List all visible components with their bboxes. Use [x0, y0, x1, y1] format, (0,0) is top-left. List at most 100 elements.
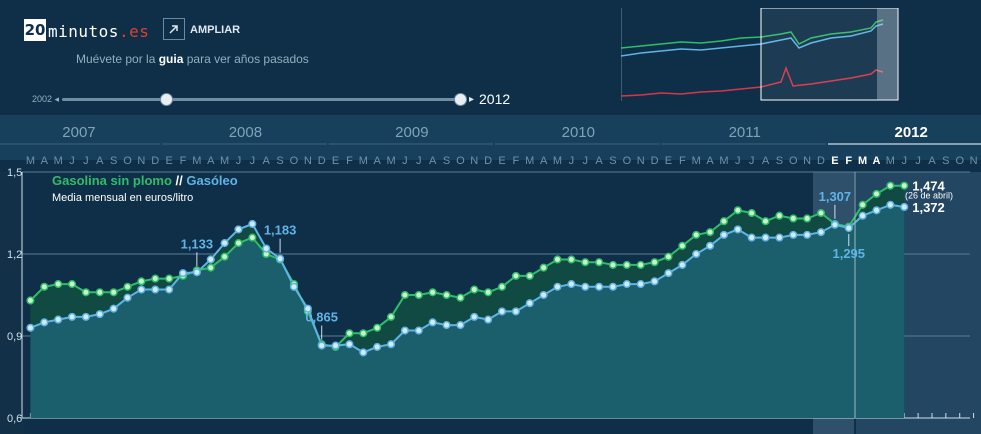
gasoleo-point [733, 225, 742, 234]
gasolina-point [650, 258, 659, 267]
month-label: O [290, 155, 299, 167]
month-label: J [915, 155, 921, 167]
year-slider-track[interactable] [62, 98, 466, 101]
year-label-2010[interactable]: 2010 [562, 124, 595, 141]
month-label: F [845, 155, 852, 167]
month-label: D [651, 155, 659, 167]
gasoleo-point [844, 223, 853, 233]
gasoleo-point [151, 285, 160, 294]
gap-area [30, 185, 905, 353]
month-label: J [69, 155, 75, 167]
gasolina-point [803, 214, 812, 223]
month-label: D [817, 155, 825, 167]
chart-title: Gasolina sin plomo // Gasóleo [52, 173, 238, 188]
month-label: M [359, 155, 368, 167]
month-label: A [762, 155, 770, 167]
callout-value: 0,865 [305, 310, 338, 325]
gasoleo-point [359, 348, 368, 357]
gasolina-point [345, 329, 354, 338]
gasoleo-point [26, 323, 35, 332]
expand-label[interactable]: AMPLIAR [190, 24, 241, 36]
gasoleo-point [719, 230, 728, 239]
month-label: N [137, 155, 145, 167]
gasoleo-point [900, 202, 909, 212]
logo-suffix: .es [118, 22, 150, 41]
year-label-2009[interactable]: 2009 [395, 124, 428, 141]
mini-line-reference [621, 65, 884, 97]
gasoleo-point [317, 341, 326, 350]
month-label: O [789, 155, 798, 167]
callout-value: 1,295 [832, 246, 865, 261]
slider-right-handle[interactable] [454, 93, 467, 106]
gasoleo-point [636, 280, 645, 289]
gasolina-point [26, 296, 35, 305]
mini-viewport-window[interactable] [760, 8, 899, 101]
left-fade [0, 172, 24, 434]
gasoleo-point [262, 244, 271, 253]
month-label: E [665, 155, 672, 167]
gasolina-point [900, 181, 909, 190]
gasoleo-point [456, 321, 465, 330]
gasoleo-point [678, 260, 687, 269]
mini-line-gasolina [621, 19, 884, 49]
year-label-2012[interactable]: 2012 [894, 124, 927, 141]
gasolina-point [664, 252, 673, 261]
gasolina-point [137, 277, 146, 286]
timeline-band [0, 115, 981, 160]
gasolina-point [95, 288, 104, 297]
slider-arrow-right-icon: ▸ [469, 94, 475, 105]
legend-part: Gasolina sin plomo [52, 173, 172, 188]
expand-button[interactable] [163, 18, 185, 40]
gasoleo-point [789, 230, 798, 239]
gasoleo-point [484, 315, 493, 324]
gasoleo-point [539, 290, 548, 300]
month-label: S [942, 155, 949, 167]
gasolina-point [553, 255, 562, 264]
month-label: F [679, 155, 686, 167]
gasoleo-point [137, 285, 146, 294]
gasolina-point [539, 263, 548, 272]
month-label: A [207, 155, 215, 167]
gasoleo-point [206, 255, 215, 264]
gasolina-point [733, 206, 742, 215]
legend-part: // [172, 173, 186, 188]
hint-text-2: para ver años pasados [183, 52, 309, 66]
overview-mini-chart[interactable] [621, 8, 899, 101]
month-label: N [803, 155, 811, 167]
gasoleo-point [192, 268, 201, 277]
gasoleo-point [497, 307, 507, 316]
gasolina-point [206, 263, 215, 272]
month-label: E [165, 155, 172, 167]
gasolina-line [29, 184, 905, 348]
gasoleo-point [81, 312, 90, 321]
gasoleo-point [567, 280, 576, 289]
month-label: A [873, 155, 881, 167]
gasoleo-point [109, 304, 118, 313]
gasolina-point [109, 288, 118, 297]
month-label: M [220, 155, 229, 167]
month-label: M [886, 155, 895, 167]
slider-start-year: 2002 [32, 94, 53, 104]
month-label: E [831, 155, 838, 167]
slider-left-handle[interactable] [160, 93, 173, 106]
gasoleo-point [248, 219, 257, 228]
gasolina-point [511, 271, 520, 280]
gasolina-point [40, 282, 49, 291]
year-label-2008[interactable]: 2008 [229, 124, 262, 141]
month-label: J [402, 155, 408, 167]
year-label-2007[interactable]: 2007 [62, 124, 95, 141]
gasoleo-point [747, 233, 756, 242]
month-label: M [192, 155, 201, 167]
gasolina-point [886, 181, 895, 190]
gasoleo-point [234, 225, 243, 234]
expand-arrow-icon [169, 25, 178, 34]
month-label: A [540, 155, 548, 167]
gasoleo-point [289, 282, 299, 291]
callout-value: 1,183 [264, 223, 297, 238]
year-label-2011[interactable]: 2011 [729, 124, 761, 141]
month-label: O [623, 155, 632, 167]
callout-value: 1,307 [819, 189, 852, 204]
month-label: J [901, 155, 907, 167]
gasolina-point [525, 271, 534, 280]
gasoleo-point [220, 239, 229, 248]
